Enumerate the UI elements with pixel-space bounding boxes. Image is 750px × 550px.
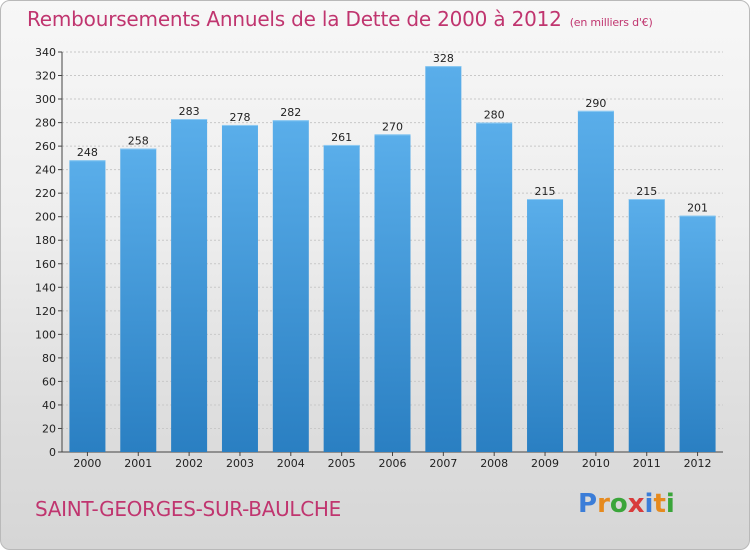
bar-2009 <box>527 199 564 452</box>
value-label-2000: 248 <box>77 146 98 159</box>
bar-2004 <box>272 120 309 452</box>
logo-letter: r <box>597 489 610 519</box>
y-tick-label: 80 <box>42 352 56 365</box>
y-tick-label: 240 <box>35 164 56 177</box>
bar-2001 <box>120 148 157 452</box>
y-tick-label: 280 <box>35 117 56 130</box>
logo-letter: i <box>665 489 675 519</box>
value-label-2010: 290 <box>585 97 606 110</box>
labels: 0 20 40 60 80 100 120 140 160 180 200 220 240 260 280 3… <box>35 46 712 470</box>
bar-2008 <box>476 122 513 453</box>
x-tick-label-2004: 2004 <box>277 457 305 470</box>
y-tick-label: 300 <box>35 93 56 106</box>
x-tick-label-2000: 2000 <box>73 457 101 470</box>
x-tick-label-2009: 2009 <box>531 457 559 470</box>
y-tick-label: 260 <box>35 140 56 153</box>
bar-2011 <box>628 199 665 452</box>
value-label-2005: 261 <box>331 131 352 144</box>
bars <box>69 66 716 453</box>
bar-2006 <box>374 134 411 452</box>
x-tick-label-2007: 2007 <box>429 457 457 470</box>
x-tick-label-2002: 2002 <box>175 457 203 470</box>
bar-2005 <box>323 144 360 453</box>
x-tick-label-2011: 2011 <box>633 457 661 470</box>
bar-2002 <box>171 119 208 452</box>
x-tick-label-2003: 2003 <box>226 457 254 470</box>
y-tick-label: 40 <box>42 399 56 412</box>
x-tick-label-2010: 2010 <box>582 457 610 470</box>
value-label-2002: 283 <box>179 105 200 118</box>
place-name: SAINT-GEORGES-SUR-BAULCHE <box>35 497 342 521</box>
logo-letter: P <box>578 489 598 519</box>
y-tick-label: 320 <box>35 70 56 83</box>
logo-letter: t <box>653 489 666 519</box>
y-tick-label: 160 <box>35 258 56 271</box>
chart-title-text: Remboursements Annuels de la Dette de 20… <box>27 7 562 31</box>
value-label-2004: 282 <box>280 106 301 119</box>
y-tick-label: 20 <box>42 422 56 435</box>
y-tick-label: 100 <box>35 328 56 341</box>
bar-2012 <box>679 215 716 452</box>
y-tick-label: 200 <box>35 211 56 224</box>
x-tick-label-2005: 2005 <box>328 457 356 470</box>
y-tick-label: 60 <box>42 375 56 388</box>
y-tick-label: 340 <box>35 46 56 59</box>
value-label-2011: 215 <box>636 185 657 198</box>
value-label-2003: 278 <box>229 111 250 124</box>
y-tick-label: 0 <box>49 446 56 459</box>
value-label-2006: 270 <box>382 120 403 133</box>
value-label-2001: 258 <box>128 134 149 147</box>
y-tick-label: 180 <box>35 234 56 247</box>
bar-2007 <box>425 66 462 452</box>
bar-2010 <box>577 110 614 452</box>
logo-letter: x <box>627 489 645 519</box>
y-tick-label: 140 <box>35 281 56 294</box>
x-tick-label-2001: 2001 <box>124 457 152 470</box>
x-tick-label-2006: 2006 <box>379 457 407 470</box>
bar-2000 <box>69 160 106 452</box>
x-tick-label-2012: 2012 <box>684 457 712 470</box>
y-tick-label: 220 <box>35 187 56 200</box>
value-label-2008: 280 <box>484 109 505 122</box>
chart-title: Remboursements Annuels de la Dette de 20… <box>27 7 653 31</box>
value-label-2012: 201 <box>687 202 708 215</box>
value-label-2007: 328 <box>433 52 454 65</box>
chart-subtitle: (en milliers d'€) <box>569 16 653 29</box>
value-label-2009: 215 <box>535 185 556 198</box>
bar-2003 <box>221 124 258 453</box>
proxiti-logo: Proxiti <box>578 489 675 519</box>
logo-letter: o <box>609 489 628 519</box>
logo-letter: i <box>644 489 654 519</box>
y-tick-label: 120 <box>35 305 56 318</box>
x-tick-label-2008: 2008 <box>480 457 508 470</box>
